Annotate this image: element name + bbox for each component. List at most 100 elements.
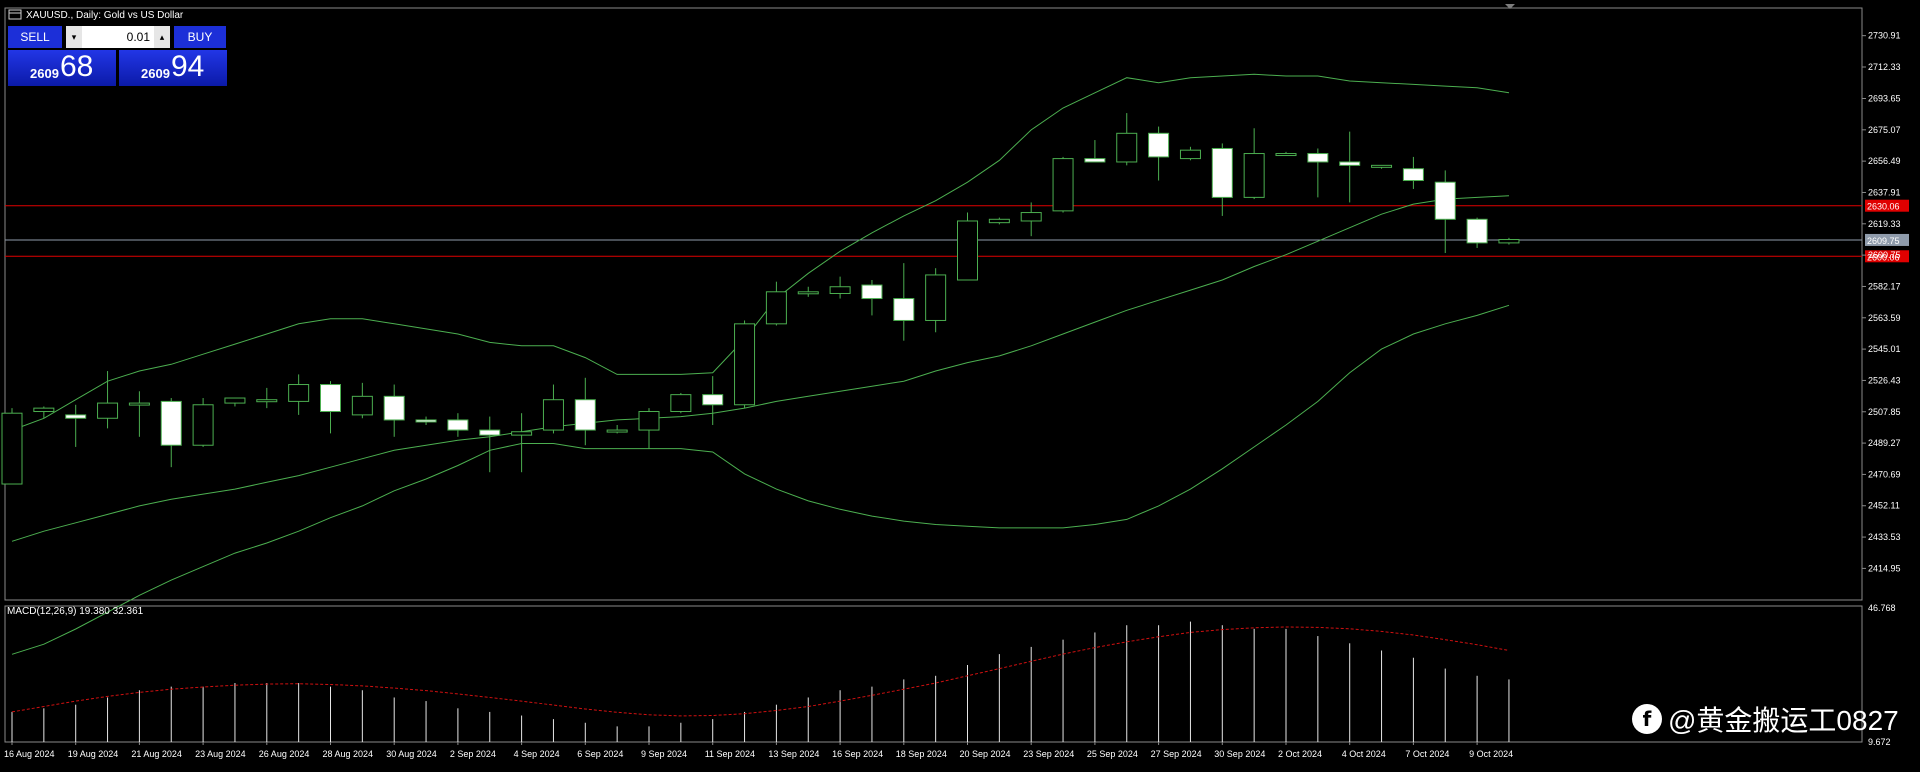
ask-price-minor: 94 — [171, 50, 205, 83]
macd-title: MACD(12,26,9) 19.380 32.361 — [7, 606, 144, 617]
lot-increase-icon[interactable]: ▴ — [154, 26, 170, 48]
candle-body — [1179, 149, 1201, 160]
candle-body — [1148, 132, 1170, 158]
candle-body — [702, 394, 724, 406]
y-tick-label: 2470.69 — [1868, 469, 1901, 479]
candle-body — [1052, 158, 1074, 212]
x-tick-label: 30 Aug 2024 — [386, 749, 437, 759]
one-click-trading-panel: SELL ▾ 0.01 ▴ BUY 2609 68 2609 94 — [8, 26, 227, 86]
chart-title: XAUUSD., Daily: Gold vs US Dollar — [26, 10, 184, 21]
candle-body — [1275, 153, 1297, 157]
price-level-label: 2600.06 — [1867, 252, 1900, 262]
ask-price-button[interactable]: 2609 94 — [119, 50, 227, 86]
candle-body — [351, 395, 373, 416]
x-tick-label: 25 Sep 2024 — [1087, 749, 1138, 759]
bollinger-upper-line — [11, 73, 1510, 431]
candle-body — [1466, 218, 1488, 244]
x-tick-label: 2 Sep 2024 — [450, 749, 496, 759]
window-icon — [8, 9, 22, 20]
candle-body — [1243, 153, 1265, 198]
candle-body — [1211, 147, 1233, 198]
bid-price-button[interactable]: 2609 68 — [8, 50, 116, 86]
y-tick-label: 2730.91 — [1868, 31, 1901, 41]
ask-price-major: 2609 — [141, 66, 170, 81]
x-tick-label: 7 Oct 2024 — [1405, 749, 1449, 759]
x-tick-label: 9 Sep 2024 — [641, 749, 687, 759]
candle-body — [670, 394, 692, 413]
x-tick-label: 16 Aug 2024 — [4, 749, 55, 759]
candle-body — [765, 291, 787, 325]
candle-body — [957, 220, 978, 281]
y-tick-label: 2414.95 — [1868, 563, 1901, 573]
candle-body — [1434, 181, 1456, 220]
candle-body — [256, 399, 278, 403]
lot-decrease-icon[interactable]: ▾ — [66, 26, 82, 48]
x-tick-label: 19 Aug 2024 — [68, 749, 119, 759]
macd-pane-frame — [4, 605, 1863, 743]
y-tick-label: 2526.43 — [1868, 375, 1901, 385]
bollinger-middle-line — [11, 195, 1510, 542]
candle-body — [1339, 161, 1361, 166]
watermark-text: @黄金搬运工0827 — [1668, 705, 1899, 736]
sell-button[interactable]: SELL — [8, 26, 62, 48]
macd-signal-line — [11, 626, 1510, 717]
x-tick-label: 26 Aug 2024 — [259, 749, 310, 759]
candle-body — [383, 395, 405, 421]
x-tick-label: 4 Oct 2024 — [1342, 749, 1386, 759]
candle-body — [1402, 168, 1424, 182]
candle-body — [861, 284, 883, 300]
x-tick-label: 21 Aug 2024 — [131, 749, 182, 759]
candle-body — [288, 384, 310, 402]
candle-body — [33, 407, 55, 413]
y-tick-label: 2637.91 — [1868, 187, 1901, 197]
lot-size-input[interactable]: 0.01 — [126, 30, 150, 44]
price-level-label: 2609.75 — [1867, 236, 1900, 246]
price-level-label: 2630.06 — [1867, 202, 1900, 212]
x-tick-label: 18 Sep 2024 — [896, 749, 947, 759]
x-tick-label: 28 Aug 2024 — [323, 749, 374, 759]
y-tick-label: 2600.75 — [1868, 250, 1901, 260]
candle-body — [797, 291, 819, 295]
bid-price-minor: 68 — [60, 50, 94, 83]
x-tick-label: 11 Sep 2024 — [705, 749, 755, 759]
candle-body — [160, 400, 182, 446]
candle-body — [542, 399, 564, 431]
buy-button[interactable]: BUY — [174, 26, 226, 48]
shift-marker-icon[interactable] — [1505, 4, 1515, 9]
candle-body — [511, 431, 533, 436]
y-tick-label: 2489.27 — [1868, 438, 1901, 448]
lot-size-stepper[interactable]: ▾ 0.01 ▴ — [66, 26, 170, 48]
y-tick-label: 2582.17 — [1868, 281, 1901, 291]
x-tick-label: 23 Sep 2024 — [1023, 749, 1074, 759]
price-level-tag — [1865, 233, 1909, 246]
y-tick-label: 2507.85 — [1868, 407, 1901, 417]
x-tick-label: 9 Oct 2024 — [1469, 749, 1513, 759]
x-tick-label: 30 Sep 2024 — [1214, 749, 1265, 759]
candle-body — [479, 429, 501, 436]
candle-body — [1020, 212, 1042, 222]
y-tick-label: 2452.11 — [1868, 501, 1900, 511]
bollinger-lower-line — [11, 304, 1510, 655]
candle-body — [1307, 153, 1329, 163]
y-tick-label: 2712.33 — [1868, 62, 1901, 72]
y-tick-label: 2675.07 — [1868, 125, 1901, 135]
macd-y-tick-label: 9.672 — [1868, 737, 1891, 747]
x-tick-label: 13 Sep 2024 — [768, 749, 819, 759]
candle-body — [192, 404, 214, 446]
candle-body — [415, 419, 437, 423]
macd-y-tick-label: 46.768 — [1868, 603, 1896, 613]
x-tick-label: 16 Sep 2024 — [832, 749, 883, 759]
candle-body — [988, 218, 1010, 224]
candle-body — [1084, 158, 1106, 163]
x-tick-label: 6 Sep 2024 — [577, 749, 623, 759]
y-tick-label: 2619.33 — [1868, 219, 1901, 229]
candle-body — [893, 298, 915, 321]
candle-body — [925, 274, 947, 321]
y-tick-label: 2656.49 — [1868, 156, 1901, 166]
x-tick-label: 23 Aug 2024 — [195, 749, 246, 759]
candle-body — [638, 411, 660, 431]
candle-body — [224, 397, 246, 404]
main-pane-frame — [4, 7, 1863, 601]
